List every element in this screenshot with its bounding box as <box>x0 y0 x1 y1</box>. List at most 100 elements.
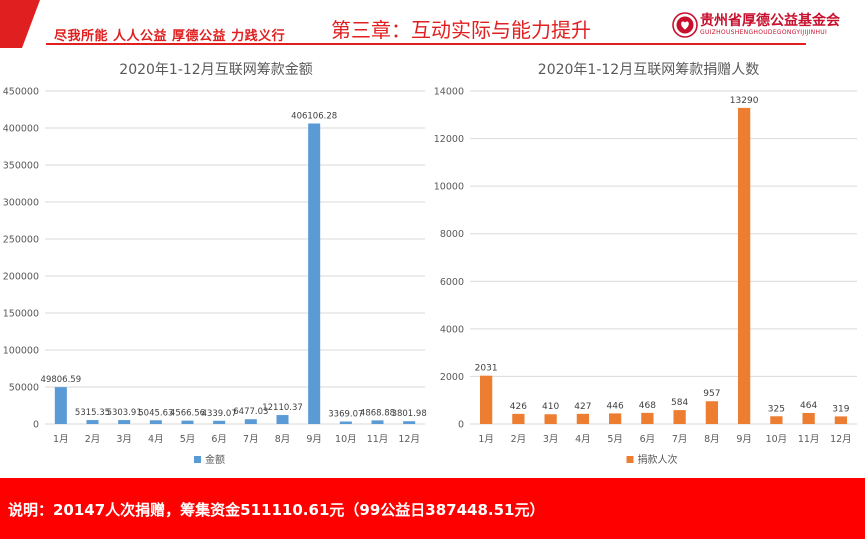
donors-category-label: 9月 <box>736 434 752 445</box>
amount-category-label: 5月 <box>180 434 196 445</box>
foundation-name: 贵州省厚德公益基金会 <box>700 13 840 29</box>
amount-value-label: 5303.91 <box>107 408 142 418</box>
summary-note: 说明：20147人次捐赠，筹集资金511110.61元（99公益日387448.… <box>8 501 545 519</box>
donors-bar <box>737 107 751 425</box>
foundation-logo: 贵州省厚德公益基金会 GUIZHOUSHENGHOUDEGONGYIJIJINH… <box>672 8 862 44</box>
donors-y-tick-label: 4000 <box>440 324 464 335</box>
amount-category-label: 1月 <box>53 434 69 445</box>
amount-y-tick-label: 350000 <box>3 161 39 172</box>
donors-value-label: 426 <box>510 402 527 412</box>
amount-bar <box>339 421 352 424</box>
foundation-pinyin: GUIZHOUSHENGHOUDEGONGYIJIJINHUI <box>700 29 828 36</box>
donors-chart-svg: 2020年1-12月互联网筹款捐赠人数 0 2000 4000 6000 8000 1000… <box>434 61 857 466</box>
donors-category-label: 12月 <box>830 434 852 445</box>
foundation-emblem-icon <box>672 12 698 38</box>
amount-category-label: 9月 <box>306 434 322 445</box>
donors-bar <box>834 416 848 424</box>
amount-chart-title: 2020年1-12月互联网筹款金额 <box>119 61 312 78</box>
amount-value-label: 5315.35 <box>75 408 110 418</box>
amount-value-label: 12110.37 <box>262 403 303 413</box>
amount-value-label: 49806.59 <box>41 375 82 385</box>
amount-bar <box>118 420 131 424</box>
amount-category-label: 7月 <box>243 434 259 445</box>
amount-y-tick-label: 150000 <box>3 309 39 320</box>
donors-value-label: 2031 <box>475 364 498 374</box>
amount-y-tick-label: 0 <box>33 420 39 431</box>
donors-value-label: 410 <box>542 402 559 412</box>
amount-category-label: 11月 <box>367 434 389 445</box>
amount-y-tick-label: 100000 <box>3 346 39 357</box>
amount-value-label: 4868.88 <box>360 408 395 418</box>
donors-category-label: 3月 <box>543 434 559 445</box>
amount-y-tick-label: 50000 <box>9 383 39 394</box>
donors-category-label: 7月 <box>672 434 688 445</box>
donors-bar <box>770 416 783 424</box>
donors-category-label: 6月 <box>640 434 656 445</box>
amount-value-label: 6477.03 <box>233 407 268 417</box>
donors-bar <box>608 413 622 424</box>
donors-category-label: 2月 <box>511 434 527 445</box>
amount-value-label: 3801.98 <box>392 409 427 419</box>
red-corner-tab <box>0 0 40 48</box>
amount-bar <box>371 420 384 424</box>
donors-value-label: 584 <box>671 398 688 408</box>
amount-y-tick-label: 200000 <box>3 272 39 283</box>
donors-legend: 捐款人次 <box>626 453 678 466</box>
amount-bar <box>276 415 289 424</box>
amount-category-label: 8月 <box>275 434 291 445</box>
amount-category-label: 10月 <box>335 434 357 445</box>
donors-legend-label: 捐款人次 <box>638 453 678 466</box>
amount-bar <box>213 420 226 424</box>
donors-category-label: 4月 <box>575 434 591 445</box>
amount-bar <box>181 420 194 424</box>
amount-bar <box>244 419 257 424</box>
amount-legend-label: 金额 <box>205 453 225 466</box>
donors-chart-title: 2020年1-12月互联网筹款捐赠人数 <box>538 61 759 78</box>
donors-value-label: 325 <box>768 404 785 414</box>
donors-bar <box>705 401 719 424</box>
amount-y-tick-label: 450000 <box>3 87 39 98</box>
amount-bar <box>149 420 162 424</box>
amount-chart: 2020年1-12月互联网筹款金额 0 50000 100000 150000 20000… <box>0 52 432 476</box>
amount-value-label: 4339.07 <box>202 409 237 419</box>
chapter-title: 第三章：互动实际与能力提升 <box>331 18 591 42</box>
donors-category-label: 5月 <box>607 434 623 445</box>
amount-bar <box>403 421 416 424</box>
amount-y-tick-label: 400000 <box>3 124 39 135</box>
amount-y-tick-label: 300000 <box>3 198 39 209</box>
amount-value-label: 4566.56 <box>170 409 205 419</box>
donors-y-tick-label: 6000 <box>440 277 464 288</box>
donors-chart: 2020年1-12月互联网筹款捐赠人数 0 2000 4000 6000 8000 1000… <box>432 52 865 476</box>
donors-value-label: 13290 <box>730 96 759 106</box>
amount-category-label: 12月 <box>398 434 420 445</box>
amount-category-label: 2月 <box>85 434 101 445</box>
donors-category-label: 1月 <box>478 434 494 445</box>
donors-y-tick-label: 12000 <box>434 134 464 145</box>
amount-bar <box>86 420 99 424</box>
donors-value-label: 446 <box>607 401 624 411</box>
amount-legend-swatch <box>194 456 201 463</box>
amount-value-label: 406106.28 <box>291 111 337 121</box>
amount-legend: 金额 <box>194 453 225 466</box>
donors-y-tick-label: 14000 <box>434 87 464 98</box>
donors-value-label: 464 <box>800 401 817 411</box>
donors-category-label: 11月 <box>798 434 820 445</box>
donors-value-label: 957 <box>703 389 720 399</box>
amount-chart-svg: 2020年1-12月互联网筹款金额 0 50000 100000 150000 20000… <box>3 61 427 466</box>
amount-value-label: 3369.07 <box>328 410 363 420</box>
donors-value-label: 427 <box>574 402 591 412</box>
amount-category-label: 6月 <box>211 434 227 445</box>
amount-y-tick-label: 250000 <box>3 235 39 246</box>
donors-y-tick-label: 0 <box>458 420 464 431</box>
donors-bar <box>673 410 686 424</box>
summary-footer: 说明：20147人次捐赠，筹集资金511110.61元（99公益日387448.… <box>0 478 865 539</box>
donors-y-tick-label: 8000 <box>440 229 464 240</box>
donors-bar <box>479 375 493 424</box>
donors-category-label: 8月 <box>704 434 720 445</box>
donors-value-label: 319 <box>832 404 849 414</box>
donors-value-label: 468 <box>639 401 656 411</box>
donors-bar <box>512 413 525 424</box>
header-divider <box>46 43 806 45</box>
amount-category-label: 4月 <box>148 434 164 445</box>
amount-category-label: 3月 <box>116 434 132 445</box>
